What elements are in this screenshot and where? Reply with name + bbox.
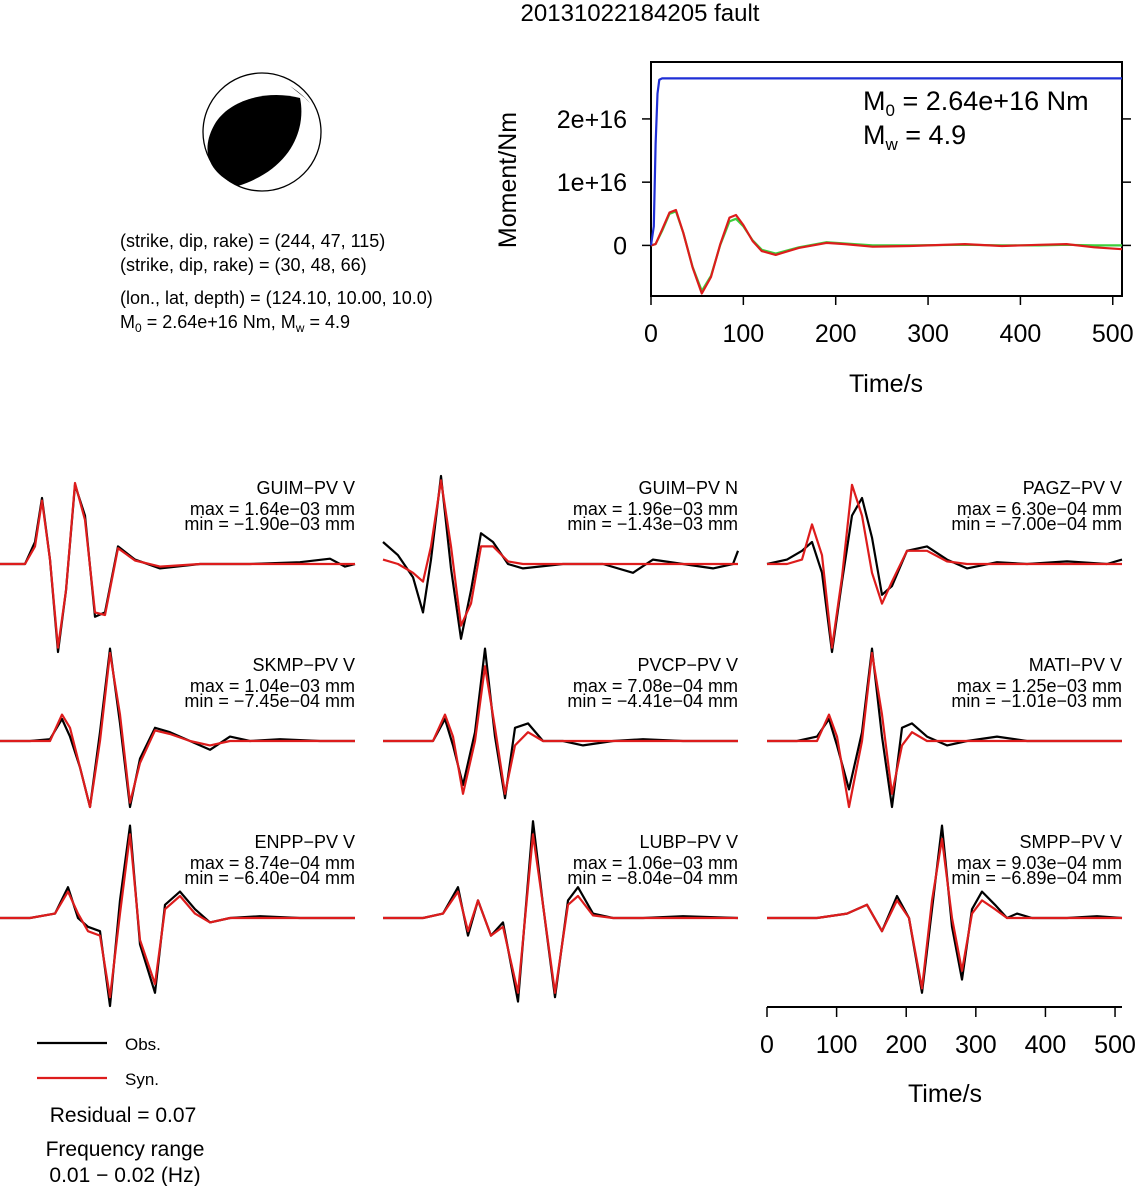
station-name: PAGZ−PV V <box>1023 478 1122 498</box>
waveform-time-axis: 0 100 200 300 400 500 <box>760 1006 1136 1059</box>
waveform-x-tick-label: 200 <box>885 1031 927 1059</box>
synthetic-waveform <box>0 481 355 649</box>
moment-y-axis-label: Moment/Nm <box>494 112 522 248</box>
synthetic-waveform <box>767 483 1122 649</box>
legend-obs-label: Obs. <box>125 1035 161 1054</box>
station-min: min = −4.41e−04 mm <box>567 691 738 711</box>
station-max: max = 9.03e−04 mm <box>957 853 1122 873</box>
strike-dip-rake-1: (strike, dip, rake) = (244, 47, 115) <box>120 231 385 251</box>
station-name: GUIM−PV V <box>256 478 355 498</box>
residual-value: Residual = 0.07 <box>50 1104 197 1127</box>
moment-x-tick-label: 200 <box>815 320 857 348</box>
focal-mechanism-beachball-icon <box>202 72 322 192</box>
frequency-range-title: Frequency range <box>46 1138 205 1161</box>
station-max: max = 8.74e−04 mm <box>190 853 355 873</box>
moment-x-tick-label: 100 <box>722 320 764 348</box>
moment-x-tick-label: 500 <box>1092 320 1134 348</box>
moment-series-line <box>649 77 1122 246</box>
lon-lat-depth: (lon., lat, depth) = (124.10, 10.00, 10.… <box>120 288 433 308</box>
synthetic-waveform <box>383 833 738 994</box>
synthetic-waveform <box>0 651 355 809</box>
waveform-x-tick-label: 100 <box>816 1031 858 1059</box>
waveform-x-tick-label: 400 <box>1025 1031 1067 1059</box>
m0-symbol: M <box>120 312 135 332</box>
moment-x-tick-label: 0 <box>644 320 658 348</box>
synthetic-waveform <box>0 833 355 999</box>
moment-series-line <box>650 210 1122 292</box>
moment-y-tick-label: 1e+16 <box>557 169 627 197</box>
waveform-x-axis-label: Time/s <box>908 1080 982 1108</box>
synthetic-waveform <box>767 651 1122 809</box>
moment-magnitude-line: M0 = 2.64e+16 Nm, Mw = 4.9 <box>120 312 350 335</box>
legend: Obs. Syn. Residual = 0.07 Frequency rang… <box>37 1035 204 1186</box>
station-max: max = 1.25e−03 mm <box>957 676 1122 696</box>
station-max: max = 7.08e−04 mm <box>573 676 738 696</box>
observed-waveform <box>767 647 1122 809</box>
waveform-x-tick-label: 0 <box>760 1031 774 1059</box>
station-name: MATI−PV V <box>1029 655 1122 675</box>
station-min: min = −7.45e−04 mm <box>184 691 355 711</box>
station-min: min = −6.40e−04 mm <box>184 868 355 888</box>
station-min: min = −8.04e−04 mm <box>567 868 738 888</box>
station-name: GUIM−PV N <box>638 478 738 498</box>
synthetic-waveform <box>382 479 738 627</box>
moment-y-tick-label: 2e+16 <box>557 106 627 134</box>
m0-subscript: 0 <box>135 321 142 335</box>
observed-waveform <box>382 474 740 640</box>
moment-x-tick-label: 400 <box>1000 320 1042 348</box>
waveform-x-tick-label: 500 <box>1094 1031 1136 1059</box>
legend-syn-label: Syn. <box>125 1070 159 1089</box>
moment-x-axis-label: Time/s <box>849 370 923 398</box>
station-max: max = 1.64e−03 mm <box>190 499 355 519</box>
station-min: min = −1.43e−03 mm <box>567 514 738 534</box>
station-min: min = −7.00e−04 mm <box>951 514 1122 534</box>
moment-x-tick-label: 300 <box>907 320 949 348</box>
station-max: max = 6.30e−04 mm <box>957 499 1122 519</box>
synthetic-waveform <box>767 837 1122 990</box>
mechanism-info: (strike, dip, rake) = (244, 47, 115) (st… <box>120 231 433 335</box>
figure-title: 20131022184205 fault <box>521 0 760 27</box>
synthetic-waveform <box>383 665 738 795</box>
moment-plot: 0 100 200 300 400 500 0 1e+16 2e+16 M0 = 2.64e+1… <box>494 61 1134 398</box>
station-name: SMPP−PV V <box>1019 832 1122 852</box>
station-max: max = 1.96e−03 mm <box>573 499 738 519</box>
observed-waveform <box>0 647 355 809</box>
moment-series-line <box>650 208 1123 295</box>
moment-annotation-mw: Mw = 4.9 <box>863 120 966 154</box>
station-name: LUBP−PV V <box>639 832 738 852</box>
station-name: ENPP−PV V <box>254 832 355 852</box>
station-max: max = 1.06e−03 mm <box>573 853 738 873</box>
station-min: min = −1.01e−03 mm <box>951 691 1122 711</box>
m0-value: = 2.64e+16 Nm, M <box>142 312 296 332</box>
station-min: min = −1.90e−03 mm <box>184 514 355 534</box>
strike-dip-rake-2: (strike, dip, rake) = (30, 48, 66) <box>120 255 367 275</box>
mw-subscript: w <box>295 321 305 335</box>
frequency-range-value: 0.01 − 0.02 (Hz) <box>49 1164 200 1186</box>
station-max: max = 1.04e−03 mm <box>190 676 355 696</box>
station-name: PVCP−PV V <box>637 655 738 675</box>
waveform-x-tick-label: 300 <box>955 1031 997 1059</box>
mw-value: = 4.9 <box>304 312 350 332</box>
station-min: min = −6.89e−04 mm <box>951 868 1122 888</box>
moment-annotation-m0: M0 = 2.64e+16 Nm <box>863 86 1089 120</box>
moment-y-tick-label: 0 <box>613 232 627 260</box>
moment-plot-frame <box>650 61 1123 297</box>
station-name: SKMP−PV V <box>252 655 355 675</box>
